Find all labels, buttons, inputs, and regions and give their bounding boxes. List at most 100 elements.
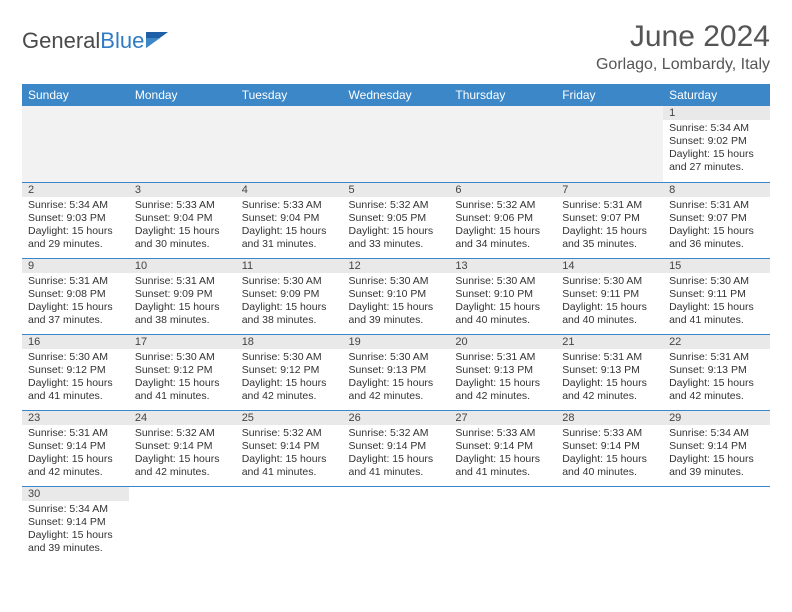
day-details: Sunrise: 5:32 AMSunset: 9:14 PMDaylight:… [236, 425, 343, 484]
sunrise-line: Sunrise: 5:32 AM [455, 199, 550, 212]
location: Gorlago, Lombardy, Italy [596, 56, 770, 74]
sunset-line: Sunset: 9:13 PM [455, 364, 550, 377]
calendar-cell: 1Sunrise: 5:34 AMSunset: 9:02 PMDaylight… [663, 106, 770, 182]
sunrise-line: Sunrise: 5:34 AM [669, 427, 764, 440]
calendar-cell: 19Sunrise: 5:30 AMSunset: 9:13 PMDayligh… [343, 334, 450, 410]
calendar-cell [343, 486, 450, 562]
day-number: 25 [236, 411, 343, 425]
daylight-line: Daylight: 15 hours and 40 minutes. [455, 301, 550, 327]
weekday-header: Sunday [22, 84, 129, 106]
sunset-line: Sunset: 9:10 PM [349, 288, 444, 301]
sunrise-line: Sunrise: 5:34 AM [669, 122, 764, 135]
calendar-cell [129, 106, 236, 182]
daylight-line: Daylight: 15 hours and 42 minutes. [242, 377, 337, 403]
day-number: 21 [556, 335, 663, 349]
calendar-cell: 17Sunrise: 5:30 AMSunset: 9:12 PMDayligh… [129, 334, 236, 410]
calendar-cell: 16Sunrise: 5:30 AMSunset: 9:12 PMDayligh… [22, 334, 129, 410]
day-number: 27 [449, 411, 556, 425]
calendar-cell: 22Sunrise: 5:31 AMSunset: 9:13 PMDayligh… [663, 334, 770, 410]
calendar-cell: 13Sunrise: 5:30 AMSunset: 9:10 PMDayligh… [449, 258, 556, 334]
day-number: 4 [236, 183, 343, 197]
day-details: Sunrise: 5:30 AMSunset: 9:10 PMDaylight:… [449, 273, 556, 332]
day-details: Sunrise: 5:30 AMSunset: 9:12 PMDaylight:… [129, 349, 236, 408]
sunrise-line: Sunrise: 5:33 AM [242, 199, 337, 212]
day-details: Sunrise: 5:34 AMSunset: 9:03 PMDaylight:… [22, 197, 129, 256]
sunrise-line: Sunrise: 5:30 AM [28, 351, 123, 364]
daylight-line: Daylight: 15 hours and 33 minutes. [349, 225, 444, 251]
calendar-cell: 28Sunrise: 5:33 AMSunset: 9:14 PMDayligh… [556, 410, 663, 486]
sunset-line: Sunset: 9:12 PM [135, 364, 230, 377]
sunset-line: Sunset: 9:05 PM [349, 212, 444, 225]
daylight-line: Daylight: 15 hours and 36 minutes. [669, 225, 764, 251]
calendar-cell: 25Sunrise: 5:32 AMSunset: 9:14 PMDayligh… [236, 410, 343, 486]
day-details: Sunrise: 5:33 AMSunset: 9:04 PMDaylight:… [129, 197, 236, 256]
sunset-line: Sunset: 9:04 PM [135, 212, 230, 225]
daylight-line: Daylight: 15 hours and 38 minutes. [135, 301, 230, 327]
day-number: 6 [449, 183, 556, 197]
sunset-line: Sunset: 9:12 PM [242, 364, 337, 377]
sunset-line: Sunset: 9:12 PM [28, 364, 123, 377]
calendar-cell: 14Sunrise: 5:30 AMSunset: 9:11 PMDayligh… [556, 258, 663, 334]
sunrise-line: Sunrise: 5:31 AM [669, 351, 764, 364]
sunset-line: Sunset: 9:07 PM [562, 212, 657, 225]
sunset-line: Sunset: 9:02 PM [669, 135, 764, 148]
weekday-header: Thursday [449, 84, 556, 106]
sunrise-line: Sunrise: 5:30 AM [669, 275, 764, 288]
sunset-line: Sunset: 9:13 PM [349, 364, 444, 377]
day-details: Sunrise: 5:31 AMSunset: 9:08 PMDaylight:… [22, 273, 129, 332]
sunrise-line: Sunrise: 5:31 AM [135, 275, 230, 288]
daylight-line: Daylight: 15 hours and 42 minutes. [455, 377, 550, 403]
sunrise-line: Sunrise: 5:30 AM [562, 275, 657, 288]
daylight-line: Daylight: 15 hours and 41 minutes. [135, 377, 230, 403]
day-number: 29 [663, 411, 770, 425]
day-number: 15 [663, 259, 770, 273]
daylight-line: Daylight: 15 hours and 42 minutes. [669, 377, 764, 403]
day-number: 20 [449, 335, 556, 349]
day-details: Sunrise: 5:31 AMSunset: 9:09 PMDaylight:… [129, 273, 236, 332]
day-details: Sunrise: 5:34 AMSunset: 9:14 PMDaylight:… [22, 501, 129, 560]
sunrise-line: Sunrise: 5:30 AM [242, 351, 337, 364]
day-number: 30 [22, 487, 129, 501]
sunset-line: Sunset: 9:14 PM [349, 440, 444, 453]
calendar-cell: 10Sunrise: 5:31 AMSunset: 9:09 PMDayligh… [129, 258, 236, 334]
calendar-cell [449, 106, 556, 182]
day-details: Sunrise: 5:34 AMSunset: 9:14 PMDaylight:… [663, 425, 770, 484]
calendar-cell: 27Sunrise: 5:33 AMSunset: 9:14 PMDayligh… [449, 410, 556, 486]
sunset-line: Sunset: 9:11 PM [562, 288, 657, 301]
sunset-line: Sunset: 9:14 PM [242, 440, 337, 453]
calendar-cell: 30Sunrise: 5:34 AMSunset: 9:14 PMDayligh… [22, 486, 129, 562]
day-details: Sunrise: 5:30 AMSunset: 9:12 PMDaylight:… [236, 349, 343, 408]
day-details: Sunrise: 5:31 AMSunset: 9:13 PMDaylight:… [663, 349, 770, 408]
daylight-line: Daylight: 15 hours and 39 minutes. [349, 301, 444, 327]
calendar-cell: 12Sunrise: 5:30 AMSunset: 9:10 PMDayligh… [343, 258, 450, 334]
sunrise-line: Sunrise: 5:31 AM [669, 199, 764, 212]
calendar-cell: 24Sunrise: 5:32 AMSunset: 9:14 PMDayligh… [129, 410, 236, 486]
calendar-cell: 5Sunrise: 5:32 AMSunset: 9:05 PMDaylight… [343, 182, 450, 258]
day-number: 14 [556, 259, 663, 273]
calendar-cell [129, 486, 236, 562]
calendar-cell [22, 106, 129, 182]
sunrise-line: Sunrise: 5:32 AM [135, 427, 230, 440]
sunrise-line: Sunrise: 5:33 AM [455, 427, 550, 440]
daylight-line: Daylight: 15 hours and 40 minutes. [562, 453, 657, 479]
day-details: Sunrise: 5:34 AMSunset: 9:02 PMDaylight:… [663, 120, 770, 179]
sunset-line: Sunset: 9:14 PM [669, 440, 764, 453]
sunrise-line: Sunrise: 5:31 AM [455, 351, 550, 364]
brand-blue: Blue [100, 28, 144, 54]
calendar-cell: 21Sunrise: 5:31 AMSunset: 9:13 PMDayligh… [556, 334, 663, 410]
sunset-line: Sunset: 9:03 PM [28, 212, 123, 225]
day-details: Sunrise: 5:30 AMSunset: 9:13 PMDaylight:… [343, 349, 450, 408]
day-number: 17 [129, 335, 236, 349]
day-details: Sunrise: 5:31 AMSunset: 9:07 PMDaylight:… [663, 197, 770, 256]
calendar-table: SundayMondayTuesdayWednesdayThursdayFrid… [22, 84, 770, 562]
sunrise-line: Sunrise: 5:31 AM [562, 199, 657, 212]
day-details: Sunrise: 5:33 AMSunset: 9:14 PMDaylight:… [556, 425, 663, 484]
daylight-line: Daylight: 15 hours and 35 minutes. [562, 225, 657, 251]
sunrise-line: Sunrise: 5:34 AM [28, 199, 123, 212]
calendar-cell: 9Sunrise: 5:31 AMSunset: 9:08 PMDaylight… [22, 258, 129, 334]
day-number: 8 [663, 183, 770, 197]
daylight-line: Daylight: 15 hours and 41 minutes. [669, 301, 764, 327]
month-title: June 2024 [596, 20, 770, 54]
calendar-cell: 8Sunrise: 5:31 AMSunset: 9:07 PMDaylight… [663, 182, 770, 258]
day-details: Sunrise: 5:32 AMSunset: 9:14 PMDaylight:… [129, 425, 236, 484]
